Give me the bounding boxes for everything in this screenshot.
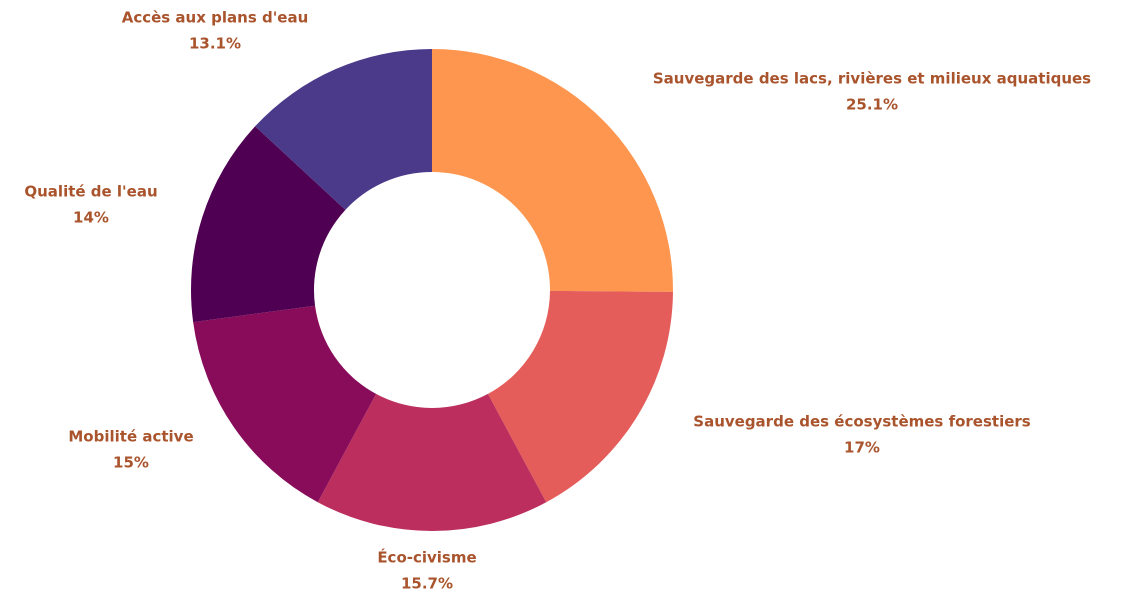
slice-value: 15.7% bbox=[401, 575, 453, 593]
slice bbox=[317, 393, 547, 531]
slice-label: Sauvegarde des lacs, rivières et milieux… bbox=[653, 70, 1091, 88]
slice-value: 25.1% bbox=[846, 96, 898, 114]
slice-label: Accès aux plans d'eau bbox=[122, 9, 309, 27]
slice bbox=[487, 290, 673, 503]
slice-value: 15% bbox=[113, 454, 149, 472]
slice-value: 17% bbox=[844, 439, 880, 457]
slice-label: Mobilité active bbox=[68, 428, 193, 446]
slice-label: Sauvegarde des écosystèmes forestiers bbox=[693, 413, 1031, 431]
slice bbox=[255, 49, 432, 210]
slice bbox=[432, 49, 673, 292]
slice-value: 13.1% bbox=[189, 35, 241, 53]
slice-label: Éco-civisme bbox=[377, 548, 476, 567]
slice bbox=[191, 126, 346, 323]
slice bbox=[193, 305, 377, 503]
slice-value: 14% bbox=[73, 209, 109, 227]
slice-label: Qualité de l'eau bbox=[24, 183, 157, 201]
